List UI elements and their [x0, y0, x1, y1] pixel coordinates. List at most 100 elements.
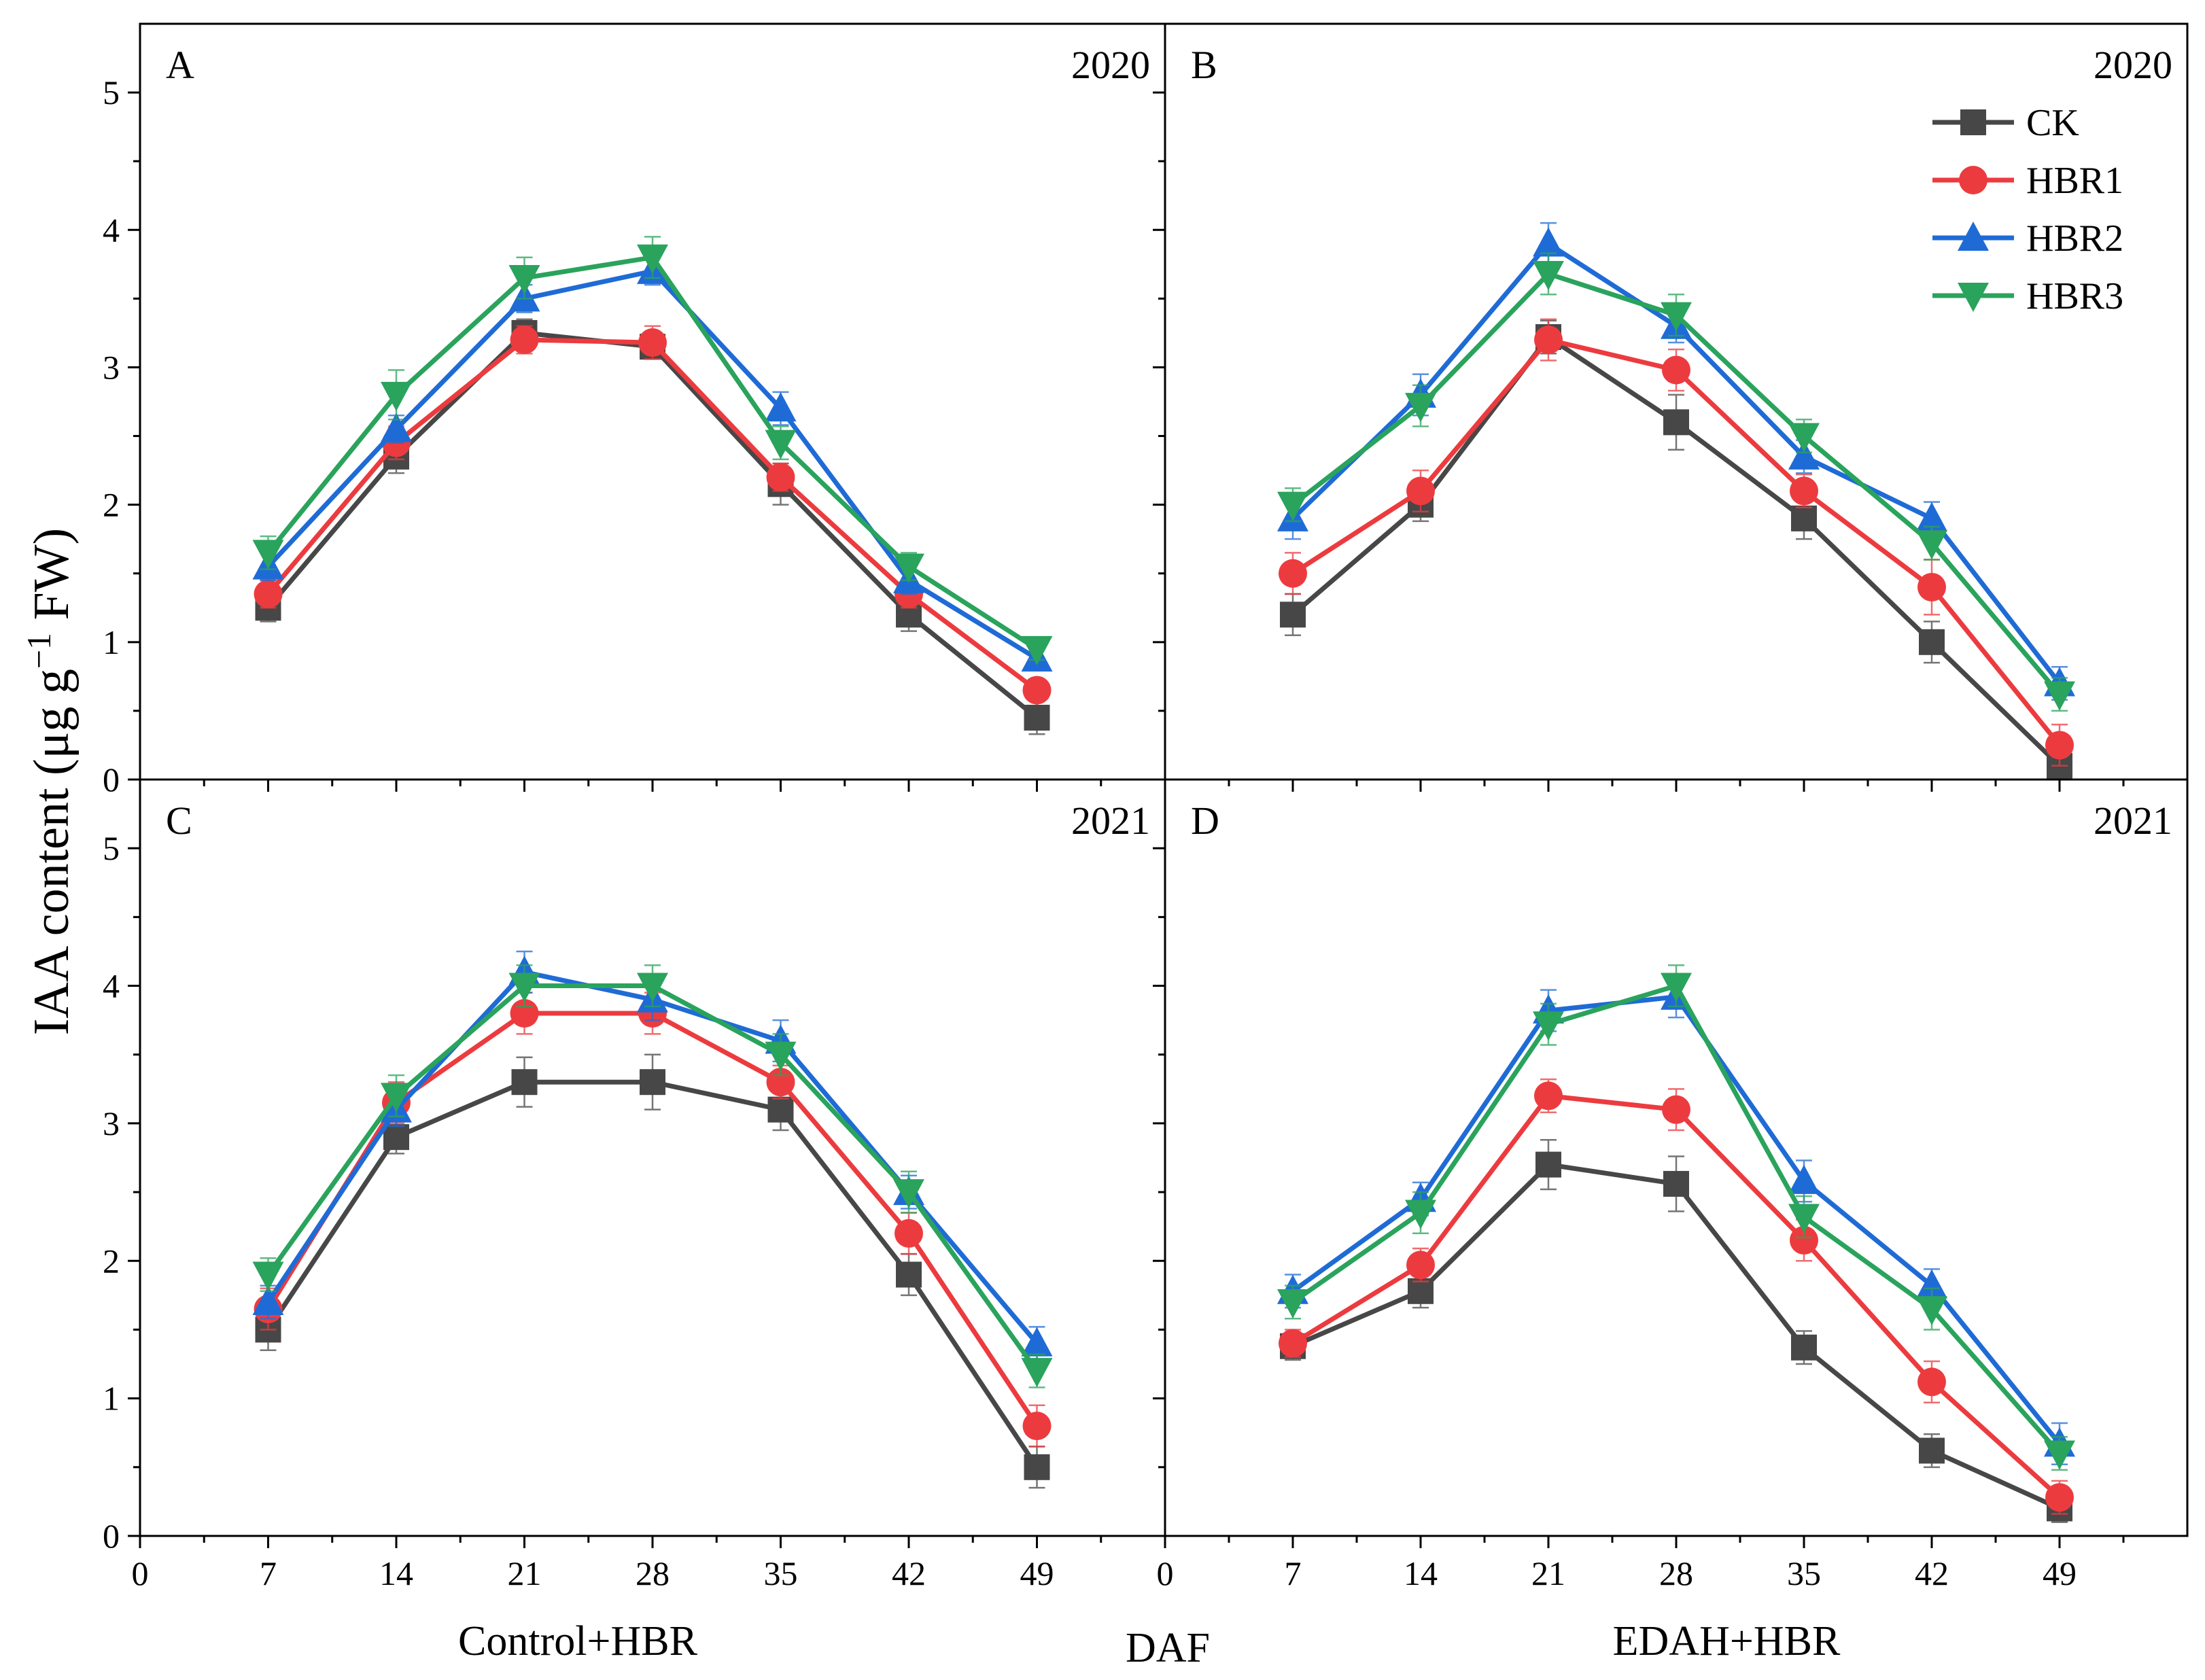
data-point	[1663, 409, 1689, 436]
data-point	[1791, 505, 1817, 531]
x-tick-label: 42	[1915, 1554, 1949, 1592]
panel-letter: B	[1191, 43, 1217, 87]
data-point	[1021, 1358, 1053, 1388]
series-hbr3	[1277, 964, 2075, 1471]
data-point	[1533, 260, 1564, 290]
x-tick-label: 14	[379, 1554, 413, 1592]
group-label-left: Control+HBR	[458, 1618, 698, 1664]
data-point	[1533, 1011, 1564, 1041]
data-point	[1791, 1334, 1817, 1361]
data-point	[254, 580, 283, 609]
legend-entry-hbr1: HBR1	[1932, 160, 2123, 202]
panel-year: 2020	[1071, 43, 1150, 87]
data-point	[1279, 559, 1307, 588]
x-tick-label: 7	[1285, 1554, 1302, 1592]
data-point	[893, 1179, 924, 1209]
data-point	[1405, 1200, 1436, 1229]
data-point	[2045, 731, 2074, 760]
y-tick-label: 1	[103, 623, 120, 661]
legend-entry-hbr3: HBR3	[1932, 275, 2123, 317]
legend-marker	[1958, 222, 1989, 251]
legend-entry-ck: CK	[1932, 102, 2079, 144]
data-point	[1405, 393, 1436, 423]
y-tick-label: 0	[103, 1517, 120, 1555]
y-axis-title-end: FW)	[24, 528, 80, 633]
y-tick-label: 4	[103, 211, 120, 249]
series-hbr3	[1277, 252, 2075, 712]
data-point	[765, 1041, 797, 1071]
data-point	[1406, 476, 1435, 506]
panel-year: 2020	[2094, 43, 2172, 87]
x-tick-label: 49	[1020, 1554, 1054, 1592]
data-point	[893, 553, 924, 583]
data-point	[1280, 601, 1306, 628]
legend-entry-hbr2: HBR2	[1932, 217, 2123, 260]
data-point	[2044, 681, 2075, 711]
y-axis-title-main: IAA content (μg g	[24, 669, 80, 1035]
x-tick-label: 28	[636, 1554, 670, 1592]
data-point	[1916, 530, 1947, 560]
data-point	[1024, 1454, 1050, 1480]
data-point	[1021, 635, 1053, 665]
data-point	[638, 328, 667, 357]
legend-label: CK	[2026, 102, 2079, 144]
data-point	[1277, 491, 1308, 521]
data-point	[511, 1069, 538, 1096]
legend: CK HBR1 HBR2 HBR3	[1932, 102, 2123, 317]
data-point	[2045, 1483, 2074, 1512]
series-hbr3	[252, 236, 1053, 665]
x-tick-label: 0	[132, 1554, 149, 1592]
data-point	[895, 1219, 923, 1248]
x-tick-label: 14	[1404, 1554, 1438, 1592]
y-tick-label: 2	[103, 1242, 120, 1280]
data-point	[1917, 1367, 1946, 1397]
panel-letter: C	[166, 799, 192, 843]
data-point	[1661, 302, 1692, 332]
panel-year: 2021	[2094, 799, 2172, 843]
x-tick-label: 0	[1157, 1554, 1174, 1592]
legend-marker	[1958, 283, 1989, 312]
data-point	[1662, 1095, 1690, 1124]
y-axis-title: IAA content (μg g−1 FW)	[20, 528, 80, 1035]
panel-a: 0 1 2 3 4 5 A 2020	[103, 22, 1166, 799]
panel-b: B 2020	[1153, 22, 2189, 792]
legend-marker	[1960, 109, 1986, 135]
y-tick-label: 5	[103, 73, 120, 111]
data-point	[1534, 1081, 1563, 1110]
data-point	[1917, 572, 1946, 601]
data-point	[637, 244, 668, 274]
data-point	[381, 1083, 412, 1113]
data-point	[252, 1261, 284, 1291]
panel-letter: D	[1191, 799, 1219, 843]
x-tick-label: 21	[1531, 1554, 1565, 1592]
y-tick-label: 3	[103, 1104, 120, 1142]
y-axis-title-sup: −1	[20, 633, 58, 669]
data-point	[1277, 1289, 1308, 1318]
group-label-right: EDAH+HBR	[1613, 1618, 1841, 1664]
data-point	[1919, 629, 1945, 655]
data-point	[1406, 1250, 1435, 1280]
y-tick-label: 3	[103, 348, 120, 386]
data-point	[1790, 1225, 1818, 1255]
legend-marker	[1959, 166, 1987, 194]
data-point	[765, 430, 797, 459]
data-point	[767, 1096, 794, 1123]
data-point	[1916, 1296, 1947, 1326]
panels: 0 1 2 3 4 5 A 2020 B 2020 0 1 2 3 4 5 0 7 14 21 28 35 42 49 C 202…	[103, 22, 2189, 1592]
y-tick-label: 0	[103, 760, 120, 799]
legend-label: HBR2	[2026, 217, 2123, 260]
data-point	[1535, 1151, 1561, 1178]
data-point	[640, 1069, 665, 1096]
data-point	[383, 1124, 409, 1151]
data-point	[1916, 502, 1947, 531]
series-hbr1	[1279, 318, 2074, 767]
y-tick-label: 4	[103, 967, 120, 1005]
x-tick-label: 35	[764, 1554, 798, 1592]
x-tick-label: 7	[260, 1554, 277, 1592]
data-point	[1021, 1327, 1053, 1357]
data-point	[508, 265, 540, 295]
legend-label: HBR1	[2026, 160, 2123, 202]
data-point	[508, 973, 540, 1002]
panel-d: 0 7 14 21 28 35 42 49 D 2021	[1153, 778, 2189, 1592]
